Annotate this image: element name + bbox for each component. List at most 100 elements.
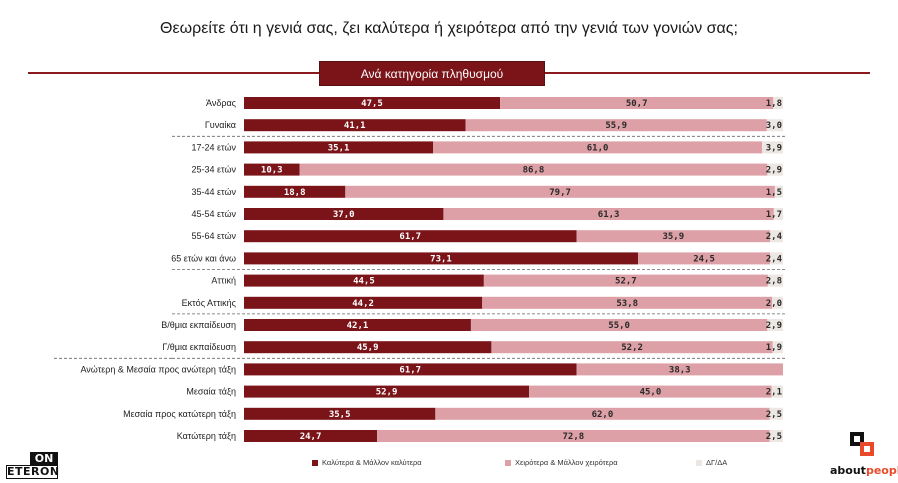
bar-worse: [491, 341, 773, 354]
category-label: 17-24 ετών: [192, 142, 237, 152]
bar-worse: [576, 363, 783, 376]
bar-better: [244, 296, 483, 309]
category-label: Μεσαία προς κατώτερη τάξη: [123, 409, 236, 419]
category-label: 25-34 ετών: [192, 165, 237, 175]
value-label-worse: 38,3: [669, 365, 691, 375]
category-label: Μεσαία τάξη: [186, 387, 236, 397]
value-label-dk: 2,8: [766, 277, 782, 287]
value-label-worse: 61,0: [587, 143, 609, 153]
bar-dk: [773, 208, 783, 220]
value-label-worse: 61,3: [598, 210, 620, 220]
bar-dk: [767, 274, 783, 287]
category-label: Β/θμια εκπαίδευση: [161, 320, 236, 330]
bar-worse: [483, 274, 768, 287]
value-label-worse: 52,7: [615, 277, 637, 287]
value-label-dk: 2,5: [766, 432, 782, 442]
value-label-dk: 3,0: [766, 121, 782, 131]
bar-worse: [435, 407, 770, 420]
bar-better: [244, 163, 300, 176]
value-label-better: 37,0: [333, 210, 355, 220]
bar-dk: [771, 385, 783, 398]
value-label-better: 44,5: [353, 277, 375, 287]
bar-worse: [345, 185, 775, 198]
on-eteron-logo: ON ETERON: [6, 452, 60, 480]
logo-people-text: people: [865, 464, 898, 477]
value-label-worse: 24,5: [693, 254, 715, 264]
bar-worse: [638, 252, 771, 265]
value-label-better: 42,1: [347, 321, 369, 331]
value-label-worse: 53,8: [616, 299, 638, 309]
legend-label-worse: Χειρότερα & Μάλλον χειρότερα: [515, 458, 618, 467]
legend-swatch-dk: [696, 459, 702, 466]
value-label-worse: 79,7: [549, 188, 571, 198]
bar-dk: [767, 319, 783, 331]
bar-better: [244, 141, 434, 154]
value-label-better: 61,7: [399, 365, 421, 375]
bar-better: [244, 97, 501, 109]
value-label-better: 47,5: [361, 99, 383, 109]
bar-dk: [769, 407, 783, 420]
bar-worse: [443, 208, 774, 220]
bar-better: [244, 185, 346, 198]
value-label-worse: 62,0: [592, 410, 614, 420]
aboutpeople-wordmark: aboutpeople: [830, 464, 898, 477]
value-label-worse: 50,7: [626, 99, 648, 109]
logo-about-text: about: [830, 464, 866, 477]
bar-better: [244, 230, 577, 243]
value-label-dk: 2,4: [766, 254, 783, 264]
aboutpeople-logo: aboutpeople: [822, 430, 898, 480]
bar-better: [244, 319, 471, 331]
bar-better: [244, 341, 492, 354]
value-label-worse: 86,8: [523, 166, 545, 176]
bar-better: [244, 208, 444, 220]
bar-dk: [772, 296, 783, 309]
value-label-better: 61,7: [399, 232, 421, 242]
category-label: Γυναίκα: [205, 120, 236, 130]
bar-better: [244, 252, 639, 265]
value-label-dk: 3,9: [766, 143, 782, 153]
value-label-worse: 52,2: [621, 343, 643, 353]
category-label: Εκτός Αττικής: [182, 298, 237, 308]
value-label-worse: 55,0: [608, 321, 630, 331]
bar-worse: [470, 319, 768, 331]
category-label: Κατώτερη τάξη: [177, 431, 236, 441]
logo-eteron-text: ETERON: [6, 465, 60, 479]
bar-worse: [433, 141, 762, 154]
legend-swatch-worse: [505, 459, 511, 466]
value-label-better: 10,3: [261, 166, 283, 176]
value-label-dk: 1,5: [766, 188, 782, 198]
value-label-worse: 35,9: [662, 232, 684, 242]
value-label-dk: 2,9: [766, 321, 782, 331]
value-label-worse: 45,0: [640, 388, 662, 398]
category-label: Ανώτερη & Μεσαία προς ανώτερη τάξη: [80, 364, 236, 374]
value-label-better: 24,7: [300, 432, 322, 442]
value-label-dk: 2,9: [766, 166, 782, 176]
chart-subtitle: Ανά κατηγορία πληθυσμού: [319, 61, 545, 86]
legend-label-better: Καλύτερα & Μάλλον καλύτερα: [322, 458, 422, 467]
category-label: 55-64 ετών: [192, 231, 237, 241]
bar-worse: [500, 97, 774, 109]
value-label-worse: 72,8: [562, 432, 584, 442]
chart-title: Θεωρείτε ότι η γενιά σας, ζει καλύτερα ή…: [160, 20, 738, 37]
bar-dk: [772, 341, 783, 354]
category-label: 35-44 ετών: [192, 187, 237, 197]
bar-dk: [770, 230, 783, 243]
aboutpeople-mark-orange: [860, 442, 874, 456]
legend-item-dk: ΔΓ/ΔΑ: [696, 458, 727, 467]
bar-dk: [761, 141, 783, 154]
bar-dk: [767, 163, 783, 176]
value-label-dk: 1,8: [766, 99, 782, 109]
bar-worse: [482, 296, 773, 309]
value-label-better: 41,1: [344, 121, 366, 131]
bar-worse: [529, 385, 772, 398]
legend-item-worse: Χειρότερα & Μάλλον χειρότερα: [505, 458, 618, 467]
bar-better: [244, 430, 378, 442]
bar-better: [244, 274, 484, 287]
value-label-better: 18,8: [284, 188, 306, 198]
value-label-better: 52,9: [376, 388, 398, 398]
bar-better: [244, 363, 577, 376]
logo-on-text: ON: [30, 452, 58, 465]
bar-dk: [774, 185, 783, 198]
value-label-dk: 1,7: [766, 210, 782, 220]
